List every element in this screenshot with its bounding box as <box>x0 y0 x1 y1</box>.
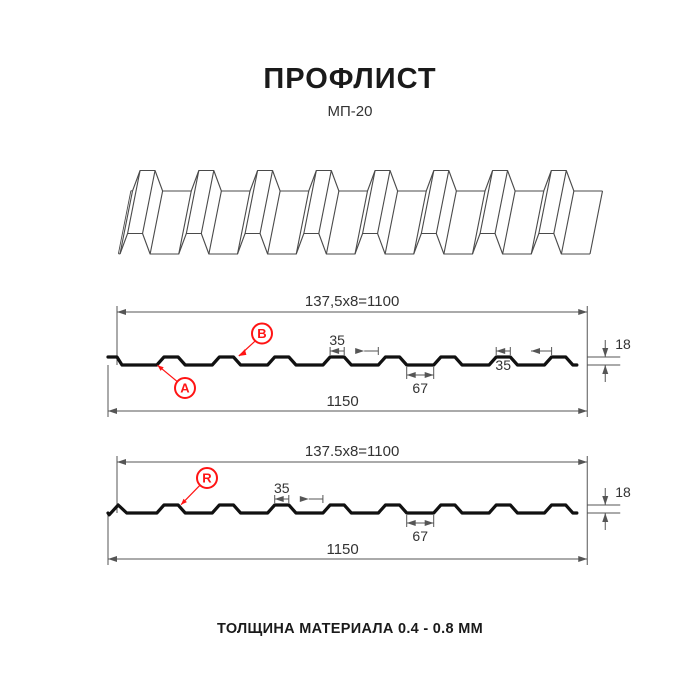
svg-text:35: 35 <box>495 357 511 373</box>
svg-text:67: 67 <box>412 528 428 544</box>
svg-text:МП-20: МП-20 <box>328 103 373 120</box>
svg-text:137.5x8=1100: 137.5x8=1100 <box>305 443 399 460</box>
svg-text:ПРОФЛИСТ: ПРОФЛИСТ <box>263 63 436 95</box>
svg-text:35: 35 <box>329 332 345 348</box>
svg-text:ТОЛЩИНА МАТЕРИАЛА 0.4 - 0.8 ММ: ТОЛЩИНА МАТЕРИАЛА 0.4 - 0.8 ММ <box>217 621 483 637</box>
svg-text:R: R <box>202 471 212 486</box>
svg-text:35: 35 <box>274 480 290 496</box>
svg-text:18: 18 <box>615 336 631 352</box>
svg-text:A: A <box>180 381 190 396</box>
svg-text:137,5x8=1100: 137,5x8=1100 <box>305 293 399 310</box>
svg-text:1150: 1150 <box>326 393 358 410</box>
svg-text:67: 67 <box>412 380 428 396</box>
svg-text:B: B <box>257 326 266 341</box>
svg-text:18: 18 <box>615 484 631 500</box>
svg-text:1150: 1150 <box>326 541 358 558</box>
